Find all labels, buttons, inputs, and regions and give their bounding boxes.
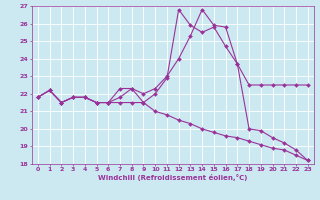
- X-axis label: Windchill (Refroidissement éolien,°C): Windchill (Refroidissement éolien,°C): [98, 174, 247, 181]
